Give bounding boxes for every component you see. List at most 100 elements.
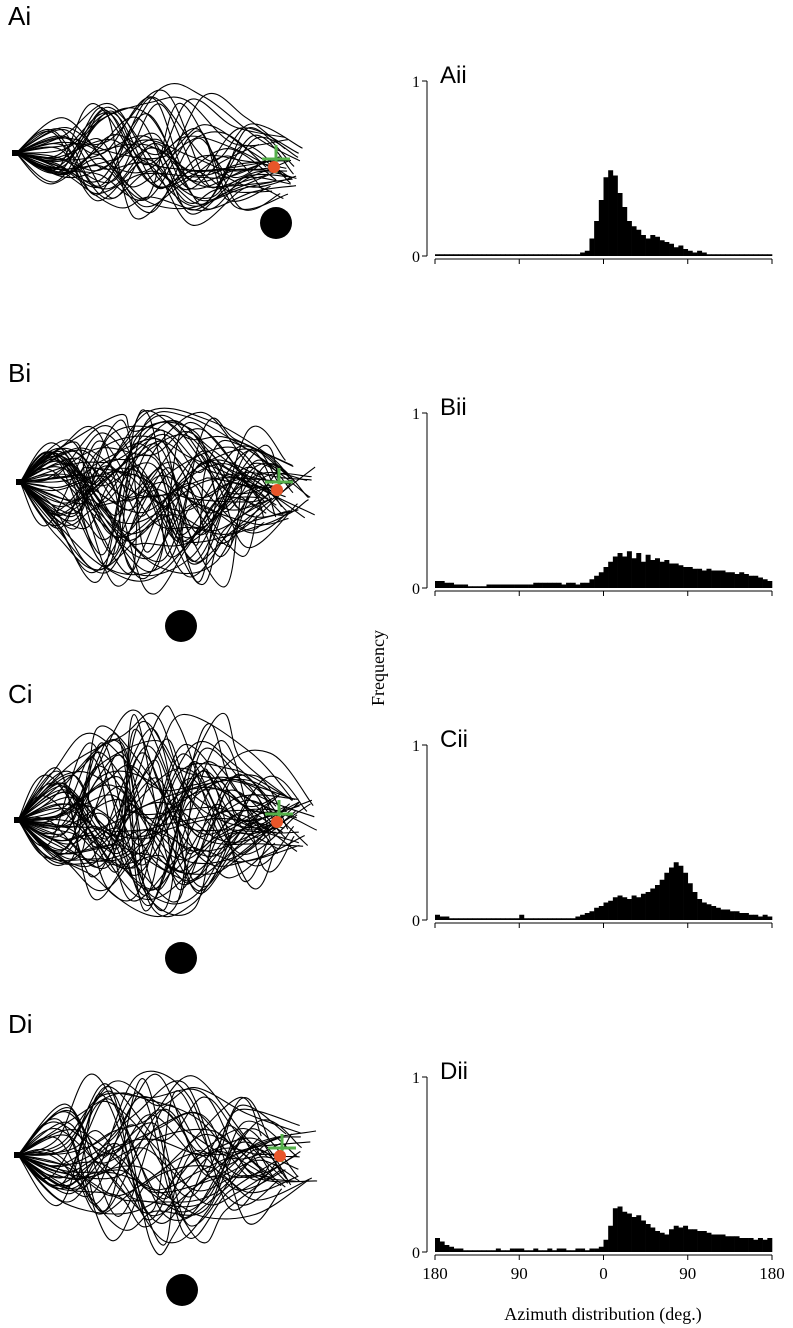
bar <box>631 558 637 588</box>
bar <box>678 1227 684 1252</box>
bar <box>458 584 464 588</box>
bar <box>444 1245 450 1252</box>
bar <box>697 899 703 920</box>
bar <box>491 254 497 256</box>
trajectory <box>15 97 281 196</box>
bar <box>622 1211 628 1252</box>
bar <box>701 1231 707 1252</box>
bar <box>753 575 759 588</box>
bar <box>626 551 632 588</box>
bar <box>669 867 675 920</box>
trajectory <box>17 1098 301 1222</box>
bar <box>453 918 459 920</box>
target-dot <box>271 816 283 828</box>
bar <box>664 1234 670 1252</box>
bar <box>725 909 731 920</box>
bar <box>547 582 553 588</box>
bar <box>533 918 539 920</box>
bar <box>514 584 520 588</box>
bar <box>435 581 440 588</box>
bar <box>739 1238 745 1252</box>
trajectory <box>15 127 299 182</box>
trajectory <box>15 132 280 190</box>
bar <box>500 584 506 588</box>
bar <box>444 254 450 256</box>
bar <box>584 1250 590 1252</box>
x-tick-label: 0 <box>599 1264 608 1283</box>
bar <box>626 899 632 920</box>
bar <box>449 918 455 920</box>
bar <box>650 235 656 256</box>
trajectory <box>17 1090 266 1256</box>
bar <box>556 582 562 588</box>
bar <box>495 1248 501 1252</box>
bar <box>570 918 576 920</box>
panel-label: Ai <box>8 1 31 31</box>
trajectory <box>15 138 297 189</box>
bar <box>566 582 572 588</box>
y-tick-label: 0 <box>412 581 420 598</box>
bar <box>505 1250 511 1252</box>
bar <box>481 918 487 920</box>
trajectory <box>17 720 295 869</box>
bar <box>603 567 609 588</box>
bar <box>678 565 684 588</box>
bar <box>603 1239 609 1252</box>
bar <box>533 1248 539 1252</box>
bar <box>528 1250 534 1252</box>
bar <box>519 914 525 920</box>
bar <box>491 584 497 588</box>
bar <box>547 1248 553 1252</box>
bar <box>720 570 726 588</box>
bar <box>701 252 707 256</box>
x-tick-label: 180 <box>759 1264 785 1283</box>
bar <box>477 918 483 920</box>
bar <box>458 1248 464 1252</box>
bar <box>762 254 768 256</box>
bar <box>598 906 604 920</box>
bar <box>509 1248 515 1252</box>
bar <box>486 1250 492 1252</box>
bar <box>743 1238 749 1252</box>
trajectory <box>17 713 294 840</box>
bar <box>622 556 628 588</box>
bar <box>659 561 665 588</box>
bar <box>495 254 501 256</box>
bar <box>472 586 478 588</box>
bar <box>589 1248 595 1252</box>
bar <box>449 254 455 256</box>
trajectory <box>19 448 278 562</box>
stimulus-dot <box>260 207 292 239</box>
bar <box>687 1229 693 1252</box>
trajectory <box>15 127 289 210</box>
bar <box>580 252 586 256</box>
bar <box>523 918 529 920</box>
bar <box>500 254 506 256</box>
bar <box>561 254 567 256</box>
bar <box>636 1215 642 1252</box>
bar <box>537 582 543 588</box>
bar <box>584 913 590 920</box>
bar <box>552 582 557 588</box>
bar <box>584 250 590 256</box>
bar <box>673 1225 679 1252</box>
bar <box>570 1250 576 1252</box>
bar <box>439 581 445 588</box>
bar <box>537 1250 543 1252</box>
bar <box>467 254 473 256</box>
start-marker <box>16 479 24 485</box>
trajectory <box>15 102 267 200</box>
bar <box>523 254 529 256</box>
bar <box>514 254 520 256</box>
bar <box>561 918 567 920</box>
bar <box>757 916 763 920</box>
bar <box>509 918 515 920</box>
bar <box>654 558 660 588</box>
bar <box>645 238 651 256</box>
bar <box>659 879 665 920</box>
bar <box>589 911 595 920</box>
bar <box>481 586 487 588</box>
bar <box>650 1227 656 1252</box>
bar <box>715 570 721 588</box>
bar <box>598 572 604 588</box>
